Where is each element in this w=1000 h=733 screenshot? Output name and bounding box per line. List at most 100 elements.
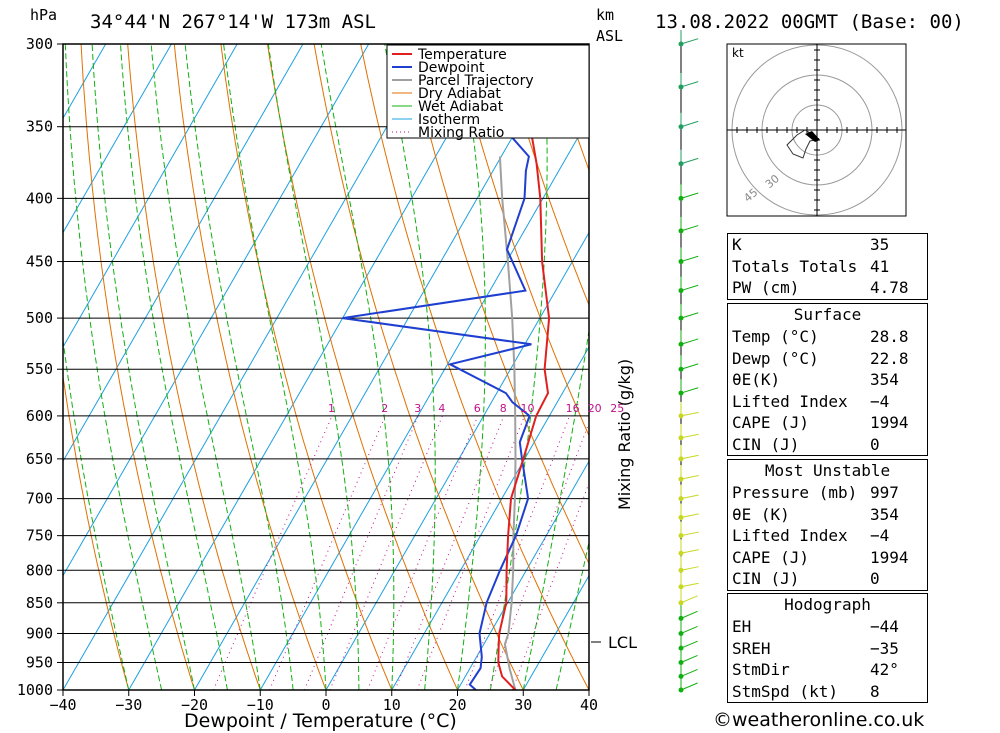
wind-barb bbox=[680, 312, 699, 319]
pw-label: PW (cm) bbox=[732, 278, 800, 297]
dry-adiabat-line bbox=[920, 44, 1000, 690]
km-label: km bbox=[596, 6, 614, 24]
surface-cape-label: CAPE (J) bbox=[732, 413, 810, 432]
hodograph-kt-label: kt bbox=[732, 46, 744, 60]
mu-li-value: −4 bbox=[870, 526, 890, 545]
wind-barb bbox=[680, 549, 699, 554]
surface-box: Surface Temp (°C) 28.8 Dewp (°C) 22.8 θE(K… bbox=[727, 303, 928, 456]
profile-traces bbox=[342, 44, 551, 690]
isobar-lines bbox=[63, 126, 589, 663]
wet-adiabat-line bbox=[384, 44, 436, 690]
pressure-tick-label: 550 bbox=[26, 360, 53, 378]
wet-adiabat-line bbox=[320, 44, 395, 690]
legend-isotherm: Isotherm bbox=[418, 112, 480, 128]
pressure-tick-label: 450 bbox=[26, 253, 53, 271]
wind-barb bbox=[680, 363, 699, 370]
mixing-ratio-tick-label: 25 bbox=[610, 402, 624, 415]
isotherm-line bbox=[128, 44, 501, 690]
hodograph-trace bbox=[786, 129, 820, 159]
wind-barb bbox=[680, 682, 698, 691]
mu-thetae-value: 354 bbox=[870, 504, 899, 524]
x-axis-label: Dewpoint / Temperature (°C) bbox=[184, 710, 457, 732]
hpa-label: hPa bbox=[30, 6, 57, 24]
mixing-ratio-line bbox=[269, 415, 386, 690]
wind-barb bbox=[680, 225, 699, 232]
asl-label: ASL bbox=[596, 27, 623, 45]
eh-value: −44 bbox=[870, 617, 899, 636]
surface-temp-label: Temp (°C) bbox=[732, 327, 819, 346]
k-label: K bbox=[732, 235, 742, 254]
mixing-ratio-tick-label: 1 bbox=[328, 402, 335, 415]
dry-adiabat-line bbox=[127, 44, 261, 690]
wind-barb bbox=[680, 531, 699, 537]
surface-cape-value: 1994 bbox=[870, 413, 909, 432]
mu-pres-label: Pressure (mb) bbox=[732, 483, 858, 502]
isotherm-line bbox=[63, 44, 435, 690]
legend-dry-adiabat: Dry Adiabat bbox=[418, 86, 501, 102]
isotherm-line bbox=[63, 44, 172, 234]
pressure-tick-label: 700 bbox=[26, 490, 53, 508]
temp-tick-label: 20 bbox=[448, 696, 466, 714]
mixing-ratio-tick-label: 4 bbox=[438, 402, 445, 415]
k-value: 35 bbox=[870, 235, 890, 254]
wind-barb bbox=[680, 566, 699, 571]
dry-adiabat-line bbox=[966, 44, 1000, 690]
isotherm-line bbox=[457, 460, 589, 690]
wind-barb bbox=[680, 433, 699, 439]
indices-box: K 35 Totals Totals 41 PW (cm) 4.78 bbox=[727, 233, 928, 300]
wind-barb bbox=[680, 640, 698, 649]
dry-adiabat-line bbox=[220, 44, 393, 690]
temp-tick-label: 40 bbox=[580, 696, 598, 714]
legend: Temperature Dewpoint Parcel Trajectory D… bbox=[386, 44, 590, 141]
wind-barb bbox=[680, 338, 699, 345]
pressure-tick-label: 300 bbox=[26, 35, 53, 53]
wind-profile bbox=[678, 30, 699, 693]
tt-label: Totals Totals bbox=[732, 256, 858, 276]
pressure-tick-label: 900 bbox=[26, 624, 53, 642]
mixing-ratio-line bbox=[394, 415, 505, 690]
mu-cape-label: CAPE (J) bbox=[732, 547, 810, 567]
wind-barb bbox=[680, 582, 699, 588]
eh-label: EH bbox=[732, 617, 752, 636]
mixing-ratio-line bbox=[303, 415, 419, 690]
surface-dewp-label: Dewp (°C) bbox=[732, 348, 819, 368]
isotherm-line bbox=[194, 44, 567, 690]
wind-barb bbox=[680, 475, 699, 480]
temp-tick-label: 30 bbox=[514, 696, 532, 714]
legend-temperature: Temperature bbox=[417, 47, 507, 63]
temp-tick-label: −40 bbox=[49, 696, 76, 714]
wet-adiabat-line bbox=[457, 44, 486, 690]
pressure-tick-label: 500 bbox=[26, 309, 53, 327]
mixing-ratio-line bbox=[512, 481, 589, 690]
mixing-ratio-axis-label: Mixing Ratio (g/kg) bbox=[615, 359, 634, 510]
hodograph-index-box: Hodograph EH −44 SREH −35 StmDir 42° StmSpd… bbox=[727, 593, 928, 703]
wet-adiabat-line bbox=[588, 688, 589, 690]
datetime-title: 13.08.2022 00GMT (Base: 00) bbox=[655, 11, 964, 33]
pressure-tick-label: 350 bbox=[26, 118, 53, 136]
mu-title: Most Unstable bbox=[764, 461, 891, 480]
mu-cin-label: CIN (J) bbox=[732, 569, 800, 588]
wet-adiabat-line bbox=[522, 328, 589, 690]
hodograph: kt 30 45 bbox=[726, 43, 907, 217]
wind-barb bbox=[680, 81, 699, 88]
mixing-ratio-line bbox=[212, 415, 333, 690]
mixing-ratio-tick-label: 16 bbox=[566, 402, 580, 415]
mixing-ratio-tick-label: 3 bbox=[414, 402, 421, 415]
temperature-axis: −40 −30 −20 −10 0 10 20 30 40 bbox=[49, 690, 598, 714]
isotherm-line bbox=[522, 574, 589, 690]
surface-thetae-label: θE(K) bbox=[732, 370, 781, 389]
mixing-ratio-ticks: 1 2 3 4 6 8 10 16 20 25 bbox=[328, 402, 624, 415]
temp-tick-label: 10 bbox=[383, 696, 401, 714]
temp-tick-label: −30 bbox=[115, 696, 142, 714]
wind-barb bbox=[680, 284, 699, 292]
hodo-title: Hodograph bbox=[784, 595, 871, 614]
wet-adiabat-line bbox=[64, 44, 163, 690]
surface-cin-value: 0 bbox=[870, 434, 880, 454]
temp-tick-label: 0 bbox=[321, 696, 330, 714]
surface-cin-label: CIN (J) bbox=[732, 434, 800, 454]
legend-dewpoint: Dewpoint bbox=[418, 60, 485, 76]
mixing-ratio-tick-label: 2 bbox=[381, 402, 388, 415]
dry-adiabat-line bbox=[499, 44, 589, 307]
copyright[interactable]: ©weatheronline.co.uk bbox=[713, 709, 925, 731]
wet-adiabat-line bbox=[184, 44, 294, 690]
